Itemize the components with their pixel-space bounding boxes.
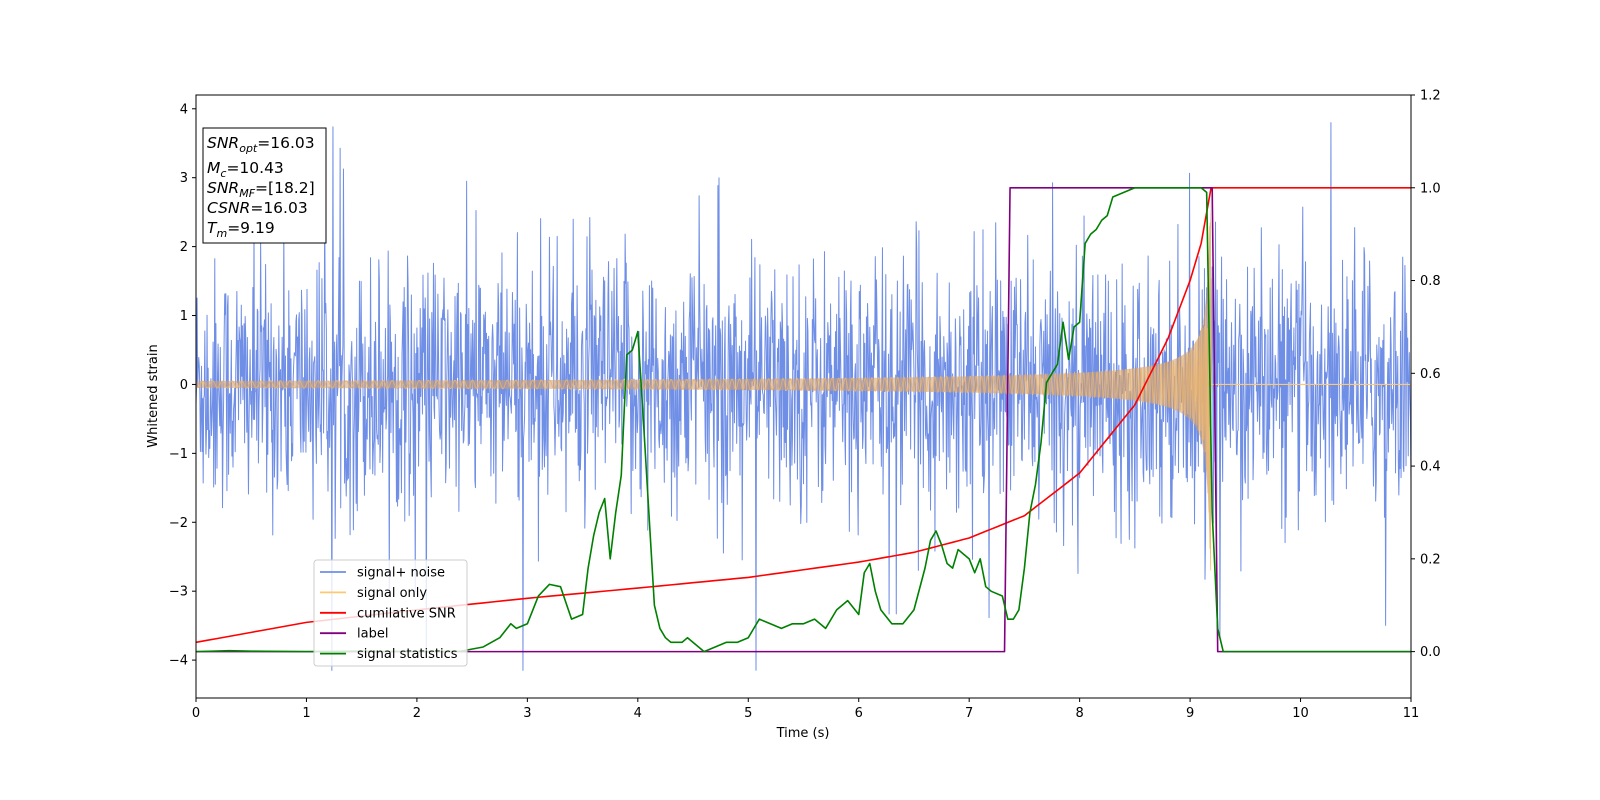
series-signal-only-envelope xyxy=(196,198,1212,571)
legend-label: label xyxy=(357,627,388,642)
info-mc: Mc=10.43 xyxy=(207,159,284,180)
info-snr-opt: SNRopt=16.03 xyxy=(207,134,315,155)
y2-tick-label: 1.0 xyxy=(1420,181,1441,196)
plot-area xyxy=(196,122,1411,671)
info-csnr: CSNR=16.03 xyxy=(207,199,308,217)
x-tick-label: 6 xyxy=(855,706,863,721)
x-tick-label: 7 xyxy=(965,706,973,721)
info-csnr-main: CSNR xyxy=(207,199,250,217)
info-snr-mf-sub: MF xyxy=(239,187,255,200)
x-tick-label: 2 xyxy=(413,706,421,721)
info-tm: Tm=9.19 xyxy=(207,219,275,240)
legend-label: signal statistics xyxy=(357,647,458,662)
info-snr-opt-sub: opt xyxy=(239,142,258,155)
y-tick-label: 3 xyxy=(180,171,188,186)
x-tick-label: 10 xyxy=(1292,706,1309,721)
y-tick-label: −4 xyxy=(169,654,188,669)
info-mc-value: =10.43 xyxy=(226,159,283,177)
y2-tick-label: 0.8 xyxy=(1420,274,1441,289)
y-axis-label: Whitened strain xyxy=(146,344,161,447)
y2-tick-label: 1.2 xyxy=(1420,89,1441,104)
x-tick-label: 3 xyxy=(523,706,531,721)
x-tick-label: 8 xyxy=(1075,706,1083,721)
x-tick-label: 1 xyxy=(302,706,310,721)
y-tick-label: −2 xyxy=(169,516,188,531)
info-box-frame xyxy=(202,127,327,244)
y2-tick-label: 0.0 xyxy=(1420,645,1441,660)
info-mc-main: M xyxy=(207,159,220,177)
y2-tick-label: 0.2 xyxy=(1420,552,1441,567)
y-tick-label: −3 xyxy=(169,585,188,600)
axes-frame xyxy=(195,94,1412,699)
y2-tick-label: 0.4 xyxy=(1420,460,1441,475)
legend-label: signal only xyxy=(357,586,427,601)
legend-label: cumilative SNR xyxy=(357,606,456,621)
info-snr-mf-value: =[18.2] xyxy=(255,179,315,197)
info-snr-opt-main: SNR xyxy=(207,134,239,152)
y-tick-label: 2 xyxy=(180,240,188,255)
info-tm-sub: m xyxy=(216,227,227,240)
x-tick-label: 0 xyxy=(192,706,200,721)
y-tick-label: 0 xyxy=(180,378,188,393)
x-tick-label: 11 xyxy=(1403,706,1420,721)
y-tick-label: 1 xyxy=(180,309,188,324)
x-axis-label: Time (s) xyxy=(776,726,830,741)
info-tm-main: T xyxy=(207,219,218,237)
y-tick-label: 4 xyxy=(180,102,188,117)
info-csnr-value: =16.03 xyxy=(250,199,307,217)
x-tick-label: 5 xyxy=(744,706,752,721)
legend-label: signal+ noise xyxy=(357,566,445,581)
x-tick-label: 4 xyxy=(634,706,642,721)
axes: 0 1 2 3 4 5 6 7 8 9 10 1143210−1−2−3−41.21.00.80.60… xyxy=(169,89,1441,722)
y2-tick-label: 0.6 xyxy=(1420,367,1441,382)
info-snr-mf: SNRMF=[18.2] xyxy=(207,179,315,200)
x-tick-label: 9 xyxy=(1186,706,1194,721)
series-cumulative-snr-line xyxy=(196,186,1411,644)
legend-entries: signal+ noise signal only cumilative SNR la… xyxy=(320,566,458,662)
info-snr-opt-value: =16.03 xyxy=(257,134,314,152)
series-signal-statistics-line xyxy=(196,186,1411,653)
info-mc-sub: c xyxy=(220,167,226,180)
y-tick-label: −1 xyxy=(169,447,188,462)
info-box: SNRopt=16.03 Mc=10.43 SNRMF=[18.2] CSNR=… xyxy=(202,127,327,244)
legend: signal+ noise signal only cumilative SNR la… xyxy=(313,559,468,667)
legend-frame xyxy=(313,559,468,667)
info-snr-mf-main: SNR xyxy=(207,179,239,197)
info-tm-value: =9.19 xyxy=(227,219,275,237)
